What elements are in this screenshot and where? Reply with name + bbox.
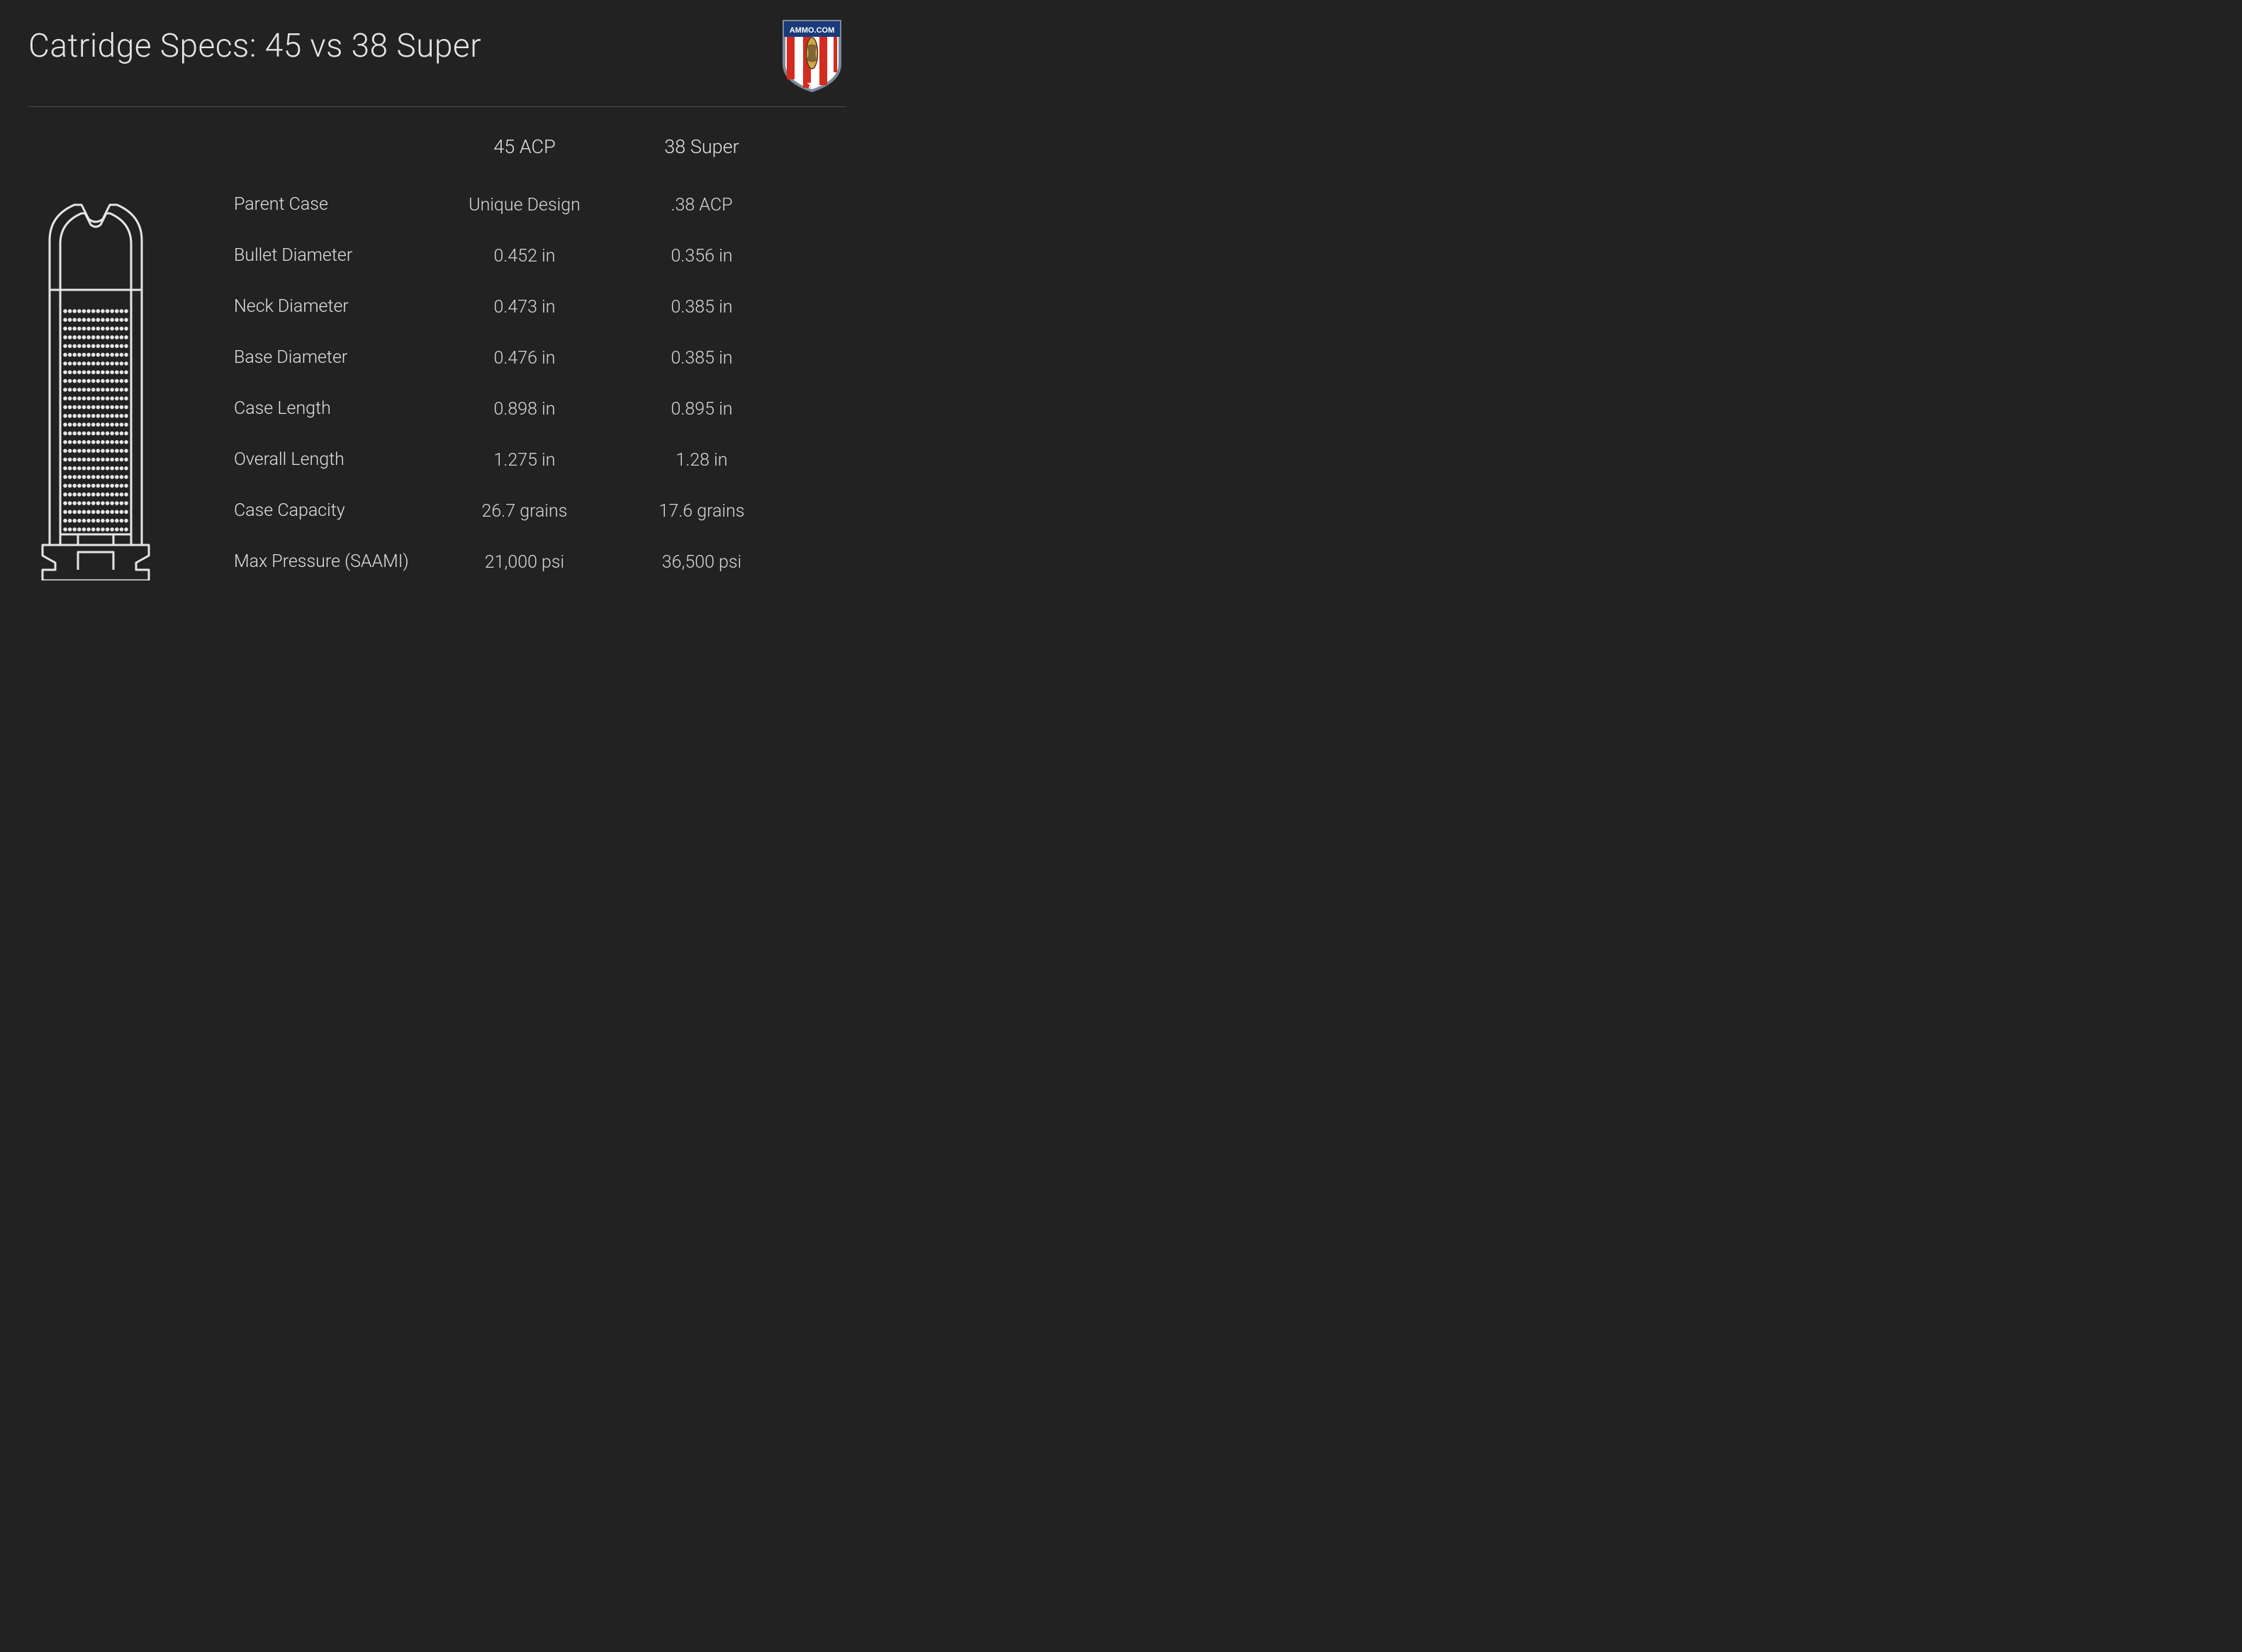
cell-b: 1.28 in bbox=[617, 450, 787, 471]
brand-logo: AMMO.COM bbox=[778, 14, 846, 92]
cell-b: .38 ACP bbox=[617, 195, 787, 215]
row-label: Parent Case bbox=[234, 194, 432, 215]
cell-b: 0.385 in bbox=[617, 297, 787, 318]
cell-b: 36,500 psi bbox=[617, 552, 787, 573]
header-empty bbox=[234, 135, 432, 158]
row-label: Max Pressure (SAAMI) bbox=[234, 551, 432, 573]
row-label: Case Length bbox=[234, 398, 432, 420]
cell-a: 1.275 in bbox=[432, 450, 617, 471]
cell-b: 0.356 in bbox=[617, 246, 787, 266]
row-label: Base Diameter bbox=[234, 347, 432, 369]
column-header-a: 45 ACP bbox=[432, 135, 617, 158]
cell-a: 26.7 grains bbox=[432, 501, 617, 522]
row-label: Bullet Diameter bbox=[234, 245, 432, 266]
logo-text: AMMO.COM bbox=[790, 26, 835, 35]
row-label: Neck Diameter bbox=[234, 296, 432, 318]
table-row: Case Length0.898 in0.895 in bbox=[234, 383, 846, 434]
page-title: Catridge Specs: 45 vs 38 Super bbox=[28, 27, 481, 65]
cell-b: 0.895 in bbox=[617, 399, 787, 420]
cartridge-illustration bbox=[35, 135, 177, 588]
cell-a: 21,000 psi bbox=[432, 552, 617, 573]
cell-b: 17.6 grains bbox=[617, 501, 787, 522]
cell-a: 0.452 in bbox=[432, 246, 617, 266]
table-row: Case Capacity26.7 grains17.6 grains bbox=[234, 485, 846, 536]
table-row: Overall Length1.275 in1.28 in bbox=[234, 434, 846, 485]
table-row: Neck Diameter0.473 in0.385 in bbox=[234, 281, 846, 332]
cell-a: 0.473 in bbox=[432, 297, 617, 318]
table-row: Base Diameter0.476 in0.385 in bbox=[234, 332, 846, 383]
cell-b: 0.385 in bbox=[617, 348, 787, 369]
cell-a: 0.476 in bbox=[432, 348, 617, 369]
spec-table: 45 ACP 38 Super Parent CaseUnique Design… bbox=[191, 135, 846, 588]
row-label: Overall Length bbox=[234, 449, 432, 471]
row-label: Case Capacity bbox=[234, 500, 432, 522]
table-row: Parent CaseUnique Design.38 ACP bbox=[234, 179, 846, 230]
table-row: Max Pressure (SAAMI)21,000 psi36,500 psi bbox=[234, 536, 846, 588]
cell-a: 0.898 in bbox=[432, 399, 617, 420]
content-area: 45 ACP 38 Super Parent CaseUnique Design… bbox=[0, 107, 874, 588]
column-header-b: 38 Super bbox=[617, 135, 787, 158]
table-row: Bullet Diameter0.452 in0.356 in bbox=[234, 230, 846, 281]
table-header-row: 45 ACP 38 Super bbox=[234, 135, 846, 158]
cell-a: Unique Design bbox=[432, 195, 617, 215]
header: Catridge Specs: 45 vs 38 Super AMMO.COM bbox=[0, 0, 874, 106]
